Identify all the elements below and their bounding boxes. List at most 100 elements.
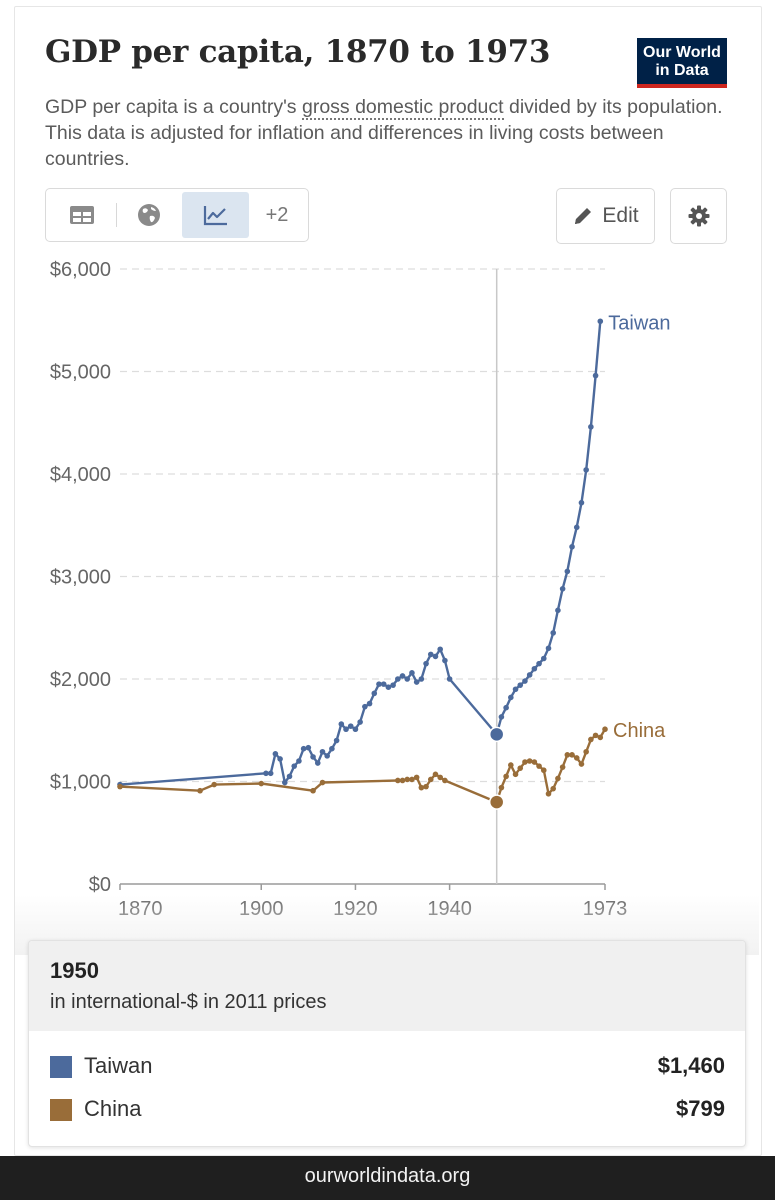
data-point [404,776,411,783]
data-point [329,745,335,752]
data-point [446,676,453,682]
tooltip-value: $799 [676,1096,725,1121]
view-tabs: +2 [45,188,309,242]
data-point [526,758,533,764]
data-point [569,752,575,758]
line-chart[interactable]: $0$1,000$2,000$3,000$4,000$5,000$6,000 1… [0,250,775,930]
data-point [291,763,298,769]
y-tick-label: $5,000 [50,362,111,384]
data-point [597,734,604,741]
data-point [564,752,571,758]
tab-map[interactable] [118,192,180,238]
data-point [442,777,448,784]
data-point [423,660,429,667]
data-point [564,568,571,575]
data-point [526,672,533,678]
hover-tooltip: 1950 in international-$ in 2011 prices T… [28,940,746,1147]
data-point [498,784,505,791]
data-point [263,770,269,777]
data-point [409,670,415,676]
tab-table[interactable] [50,192,114,238]
tooltip-row-taiwan: Taiwan $1,460 [50,1052,725,1082]
data-point [333,737,340,744]
data-point [404,676,411,682]
data-point [508,694,514,701]
data-point [376,681,382,687]
data-point [602,726,608,733]
edit-button[interactable]: Edit [556,188,655,244]
china-swatch [50,1099,72,1121]
y-tick-label: $2,000 [50,669,111,691]
hover-point [488,726,505,743]
gridlines: $0 $1,000 $2,000 $3,000 $4,000 $5,000 $6,000 [50,259,605,896]
data-point [555,775,561,782]
owid-logo[interactable]: Our World in Data [637,38,727,88]
tooltip-row-china: China $799 [50,1095,725,1125]
data-point [366,700,373,707]
series-label-taiwan: Taiwan [608,312,670,334]
data-point [357,719,363,725]
data-point [352,726,359,733]
series-line-china [119,728,607,804]
series-label-china: China [613,720,666,742]
data-point [258,780,265,787]
data-point [432,653,439,660]
footer-bar: ourworldindata.org [0,1156,775,1200]
data-point [517,765,524,771]
series-group: Taiwan China [117,312,671,810]
data-point [413,774,420,781]
footer-url[interactable]: ourworldindata.org [304,1165,471,1187]
data-point [437,774,443,781]
data-point [573,755,580,761]
gear-icon [688,205,709,227]
data-point [305,744,312,751]
data-point [324,753,330,759]
table-icon [70,206,94,224]
data-point [282,779,288,786]
tab-chart[interactable] [182,192,249,238]
data-point [395,777,401,784]
tab-divider [116,203,117,227]
data-point [380,681,387,687]
data-point [390,682,396,688]
data-point [347,723,354,729]
data-point [267,770,274,777]
data-point [272,751,279,757]
y-tick-label: $3,000 [50,567,111,589]
series-line-taiwan [119,321,602,786]
data-point [310,754,316,760]
data-point [531,665,538,672]
data-point [583,748,589,755]
tooltip-name: Taiwan [84,1053,153,1078]
data-point [503,704,509,711]
data-point [310,787,316,794]
data-point [503,773,509,780]
data-point [578,761,585,767]
settings-button[interactable] [670,188,727,244]
data-point [300,745,307,752]
data-point [522,678,528,684]
data-point [588,736,594,743]
data-point [409,776,415,783]
data-point [314,760,321,766]
data-point [583,467,589,473]
data-point [418,676,425,682]
data-point [573,524,580,531]
y-tick-label: $0 [89,874,111,896]
y-tick-label: $6,000 [50,259,111,281]
data-point [508,762,514,768]
data-point [197,787,203,794]
tooltip-value: $1,460 [657,1053,725,1078]
data-point [550,785,557,792]
tab-more[interactable]: +2 [251,192,303,238]
y-tick-label: $4,000 [50,464,111,486]
tooltip-name: China [84,1096,142,1121]
gdp-definition-link[interactable]: gross domestic product [301,96,504,120]
data-point [592,372,599,379]
data-point [597,318,604,325]
chart-subtitle: GDP per capita is a country's gross dome… [45,94,725,172]
data-point [559,586,566,592]
globe-icon [138,204,160,226]
line-chart-icon [203,206,227,226]
tooltip-year: 1950 [50,958,99,983]
